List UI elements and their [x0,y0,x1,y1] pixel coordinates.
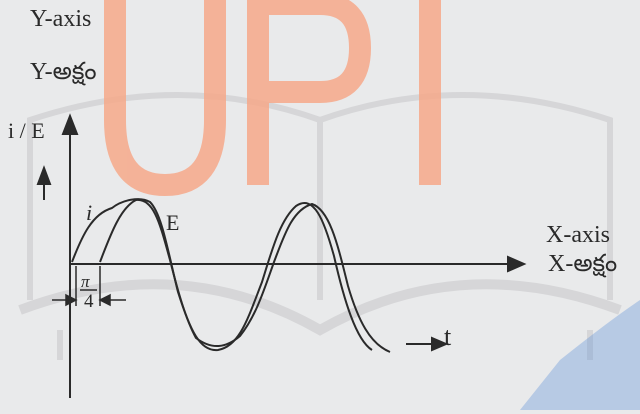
y-axis-arrow [61,113,79,135]
current-curve-label: i [86,200,93,225]
watermark-upi [104,0,441,197]
current-curve-i [71,198,373,352]
voltage-curve-label: E [166,210,180,235]
voltage-curve-e [99,198,391,353]
y-variable-arrow-head [36,165,52,185]
x-axis-arrow [507,255,527,273]
x-axis-title-telugu: X-అక్షం [548,251,618,277]
y-axis-title-telugu: Y-అక్షం [30,59,97,85]
y-axis-title: Y-axis [30,6,92,32]
corner-accent [520,300,640,410]
time-axis-label: t [444,322,452,351]
phase-marker [52,266,126,307]
y-variable-label: i / E [8,118,45,143]
time-arrow-head [431,336,449,352]
x-axis-title: X-axis [546,222,610,248]
phase-numerator: π [81,272,90,291]
axes [36,113,527,398]
background-logo [18,92,622,360]
phase-denominator: 4 [84,291,94,312]
